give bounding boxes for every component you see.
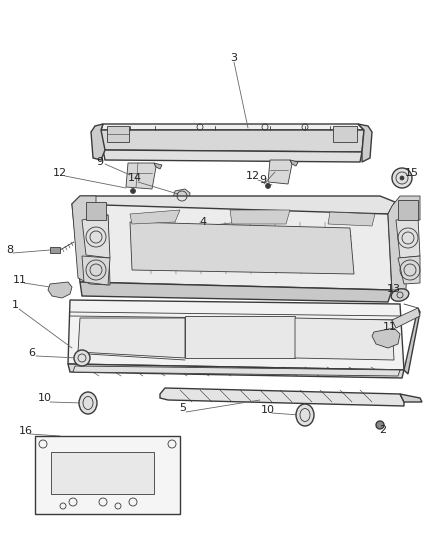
Ellipse shape — [391, 289, 409, 301]
Circle shape — [74, 350, 90, 366]
Polygon shape — [72, 196, 395, 214]
Polygon shape — [173, 189, 190, 202]
Polygon shape — [328, 212, 375, 226]
Bar — [398, 200, 418, 220]
Text: 9: 9 — [96, 157, 103, 167]
Polygon shape — [392, 308, 420, 328]
Polygon shape — [130, 222, 354, 274]
Text: 12: 12 — [53, 168, 67, 178]
Text: 5: 5 — [180, 403, 187, 413]
Text: 6: 6 — [28, 348, 35, 358]
Polygon shape — [48, 282, 72, 298]
Text: 12: 12 — [246, 171, 260, 181]
Ellipse shape — [79, 392, 97, 414]
Text: 14: 14 — [128, 173, 142, 183]
Text: 10: 10 — [38, 393, 52, 403]
Circle shape — [265, 183, 271, 189]
Polygon shape — [50, 247, 60, 253]
Polygon shape — [160, 388, 404, 406]
Text: 9: 9 — [259, 175, 267, 185]
Text: 3: 3 — [230, 53, 237, 63]
Polygon shape — [80, 282, 392, 302]
Text: 11: 11 — [383, 322, 397, 332]
Bar — [185, 316, 295, 358]
Polygon shape — [72, 196, 110, 285]
Polygon shape — [68, 364, 404, 378]
Text: 2: 2 — [379, 425, 387, 435]
Text: 15: 15 — [405, 168, 419, 178]
Bar — [86, 202, 106, 220]
Polygon shape — [78, 318, 185, 358]
Polygon shape — [82, 256, 110, 285]
Polygon shape — [404, 308, 420, 374]
Polygon shape — [398, 256, 420, 284]
Polygon shape — [101, 130, 364, 152]
Polygon shape — [68, 300, 404, 370]
Text: 8: 8 — [7, 245, 14, 255]
Circle shape — [400, 176, 404, 180]
Bar — [35, 436, 180, 514]
Polygon shape — [290, 160, 298, 166]
Bar — [107, 126, 129, 142]
Polygon shape — [126, 163, 156, 189]
Text: 11: 11 — [13, 275, 27, 285]
Polygon shape — [372, 328, 400, 348]
Polygon shape — [82, 215, 110, 258]
Polygon shape — [154, 163, 162, 169]
Polygon shape — [400, 394, 422, 402]
Polygon shape — [396, 218, 420, 258]
Polygon shape — [73, 366, 400, 376]
Polygon shape — [130, 210, 180, 224]
Ellipse shape — [296, 404, 314, 426]
Polygon shape — [358, 124, 372, 162]
Polygon shape — [295, 318, 394, 360]
Text: 16: 16 — [19, 426, 33, 436]
Text: 1: 1 — [11, 300, 18, 310]
Polygon shape — [101, 124, 364, 130]
Bar — [333, 126, 357, 142]
Polygon shape — [230, 210, 290, 224]
Polygon shape — [72, 204, 392, 290]
Circle shape — [392, 168, 412, 188]
Text: 4: 4 — [199, 217, 207, 227]
Polygon shape — [91, 124, 105, 160]
Polygon shape — [388, 196, 420, 290]
Circle shape — [131, 189, 135, 193]
Polygon shape — [103, 150, 362, 162]
Circle shape — [376, 421, 384, 429]
Text: 13: 13 — [387, 284, 401, 294]
Polygon shape — [268, 160, 292, 184]
Text: 10: 10 — [261, 405, 275, 415]
Bar — [51, 452, 154, 494]
